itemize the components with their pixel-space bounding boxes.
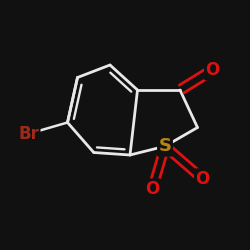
- Text: Br: Br: [18, 125, 39, 143]
- Text: O: O: [146, 180, 160, 198]
- Text: O: O: [196, 170, 209, 188]
- Text: S: S: [158, 137, 172, 155]
- Text: O: O: [206, 61, 220, 79]
